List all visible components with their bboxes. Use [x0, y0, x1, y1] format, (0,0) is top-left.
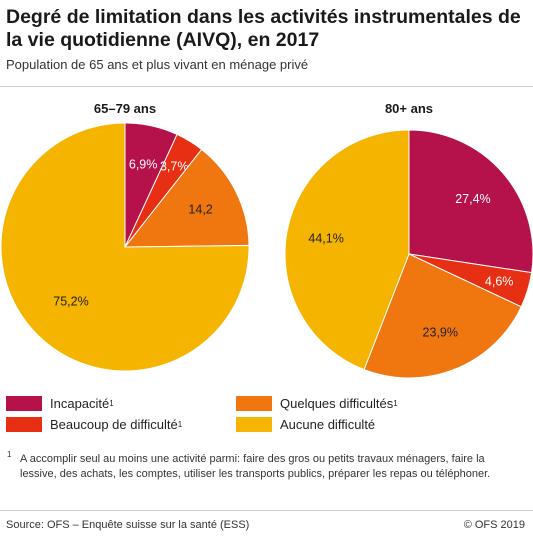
legend-item-incapacite: Incapacité 1 [6, 396, 114, 411]
pie1-label-beaucoup: 3,7% [160, 160, 189, 174]
pie2-label-aucune: 44,1% [308, 231, 343, 245]
pie2-slice-quelques [363, 253, 522, 379]
chart-subtitle: Population de 65 ans et plus vivant en m… [6, 57, 309, 72]
pie1-label-incapacite: 6,9% [129, 158, 158, 172]
legend-label-beaucoup: Beaucoup de difficulté [50, 417, 178, 432]
pie2-slice-aucune [284, 129, 410, 371]
top-divider [0, 86, 533, 87]
legend-label-aucune: Aucune difficulté [280, 417, 376, 432]
pie1-slice-quelques [123, 148, 250, 248]
legend-item-quelques: Quelques difficultés 1 [236, 396, 398, 411]
legend-label-quelques: Quelques difficultés [280, 396, 394, 411]
pie1-slice-aucune [0, 122, 250, 372]
legend-swatch-quelques [236, 396, 272, 411]
pie1-label-quelques: 14,2 [188, 203, 212, 217]
legend-swatch-aucune [236, 417, 272, 432]
chart-title: Degré de limitation dans les activités i… [6, 6, 521, 51]
footnote: A accomplir seul au moins une activité p… [20, 453, 491, 480]
footnote-mark: 1 [7, 450, 12, 459]
legend-swatch-incapacite [6, 396, 42, 411]
pie-title-80plus: 80+ ans [384, 101, 434, 116]
pie1-label-aucune: 75,2% [53, 295, 88, 309]
legend-item-aucune: Aucune difficulté [236, 417, 375, 432]
pie2-label-incapacite: 27,4% [455, 192, 490, 206]
pie-title-65-79: 65–79 ans [93, 101, 157, 116]
pie-charts: 6,9% 3,7% 14,2 75,2% 27,4% 4,6% 23,9% 44,1% [0, 122, 533, 379]
pie2-label-beaucoup: 4,6% [485, 274, 514, 288]
bottom-divider [0, 510, 533, 511]
legend-item-beaucoup: Beaucoup de difficulté 1 [6, 417, 182, 432]
source-note: Source: OFS – Enquête suisse sur la sant… [6, 519, 250, 531]
legend-label-incapacite: Incapacité [50, 396, 110, 411]
legend-swatch-beaucoup [6, 417, 42, 432]
copyright: © OFS 2019 [463, 519, 525, 531]
pie2-label-quelques: 23,9% [423, 325, 458, 339]
